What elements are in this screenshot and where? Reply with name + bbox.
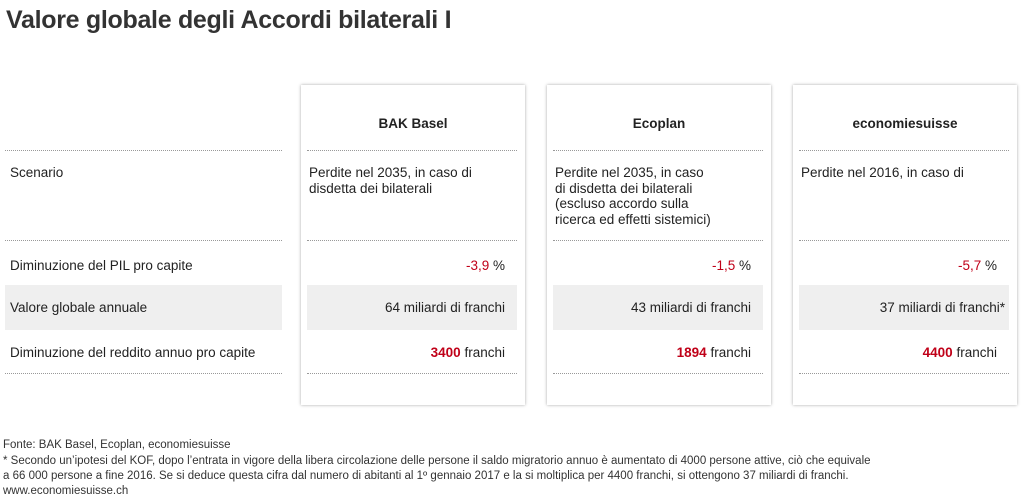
scenario-line: disdetta dei bilaterali [309, 180, 433, 196]
divider [799, 373, 1009, 374]
scenario-line: Perdite nel 2035, in caso [555, 165, 704, 180]
valore-value: 37 miliardi di franchi* [879, 300, 1005, 315]
pil-unit: % [492, 258, 505, 273]
column-header: BAK Basel [378, 116, 448, 131]
divider [553, 150, 763, 151]
divider [553, 240, 763, 241]
reddito-cell: 3400 franchi [431, 345, 505, 360]
row-band [799, 285, 1009, 330]
row-label: Valore globale annuale [10, 300, 148, 315]
divider [307, 373, 517, 374]
pil-value: -1,5 [711, 258, 736, 273]
row-label: Diminuzione del PIL pro capite [10, 258, 193, 273]
scenario-line: di disdetta dei bilaterali [555, 180, 693, 196]
reddito-cell: 4400 franchi [923, 345, 997, 360]
divider [5, 240, 282, 241]
card: BAK Basel Perdite nel 2035, in caso di dis… [301, 85, 525, 405]
scenario-line: Perdite nel 2035, in caso di [309, 165, 472, 180]
pil-value: -3,9 [465, 258, 490, 273]
row-band [553, 285, 763, 330]
scenario-line: ricerca ed effetti sistemici) [555, 211, 711, 227]
divider [553, 373, 763, 374]
valore-value: 64 miliardi di franchi [384, 300, 505, 315]
column-header: economiesuisse [852, 116, 958, 131]
scenario-line: (escluso accordo sulla [555, 196, 689, 211]
pil-unit: % [738, 258, 751, 273]
pil-unit: % [984, 258, 997, 273]
scenario: Perdite nel 2035, in caso di disdetta dei… [555, 165, 711, 227]
reddito-unit: franchi [956, 345, 997, 360]
row-band [5, 285, 282, 330]
divider [5, 150, 282, 151]
reddito-value: 4400 [922, 345, 953, 360]
scenario-line: Perdite nel 2016, in caso di [801, 165, 964, 180]
source: Fonte: BAK Basel, Ecoplan, economiesuiss… [3, 439, 231, 451]
card: economiesuisse Perdite nel 2016, in caso … [793, 85, 1017, 405]
url: www.economiesuisse.ch [3, 485, 129, 497]
scenario: Perdite nel 2035, in caso di disdetta dei… [309, 165, 472, 196]
divider [5, 373, 282, 374]
reddito-value: 3400 [430, 345, 461, 360]
column-header: Ecoplan [632, 116, 686, 131]
reddito-value: 1894 [676, 345, 707, 360]
pil-cell: -5,7 % [958, 258, 997, 273]
row-label: Diminuzione del reddito annuo pro capite [10, 345, 256, 360]
pil-value: -5,7 [957, 258, 982, 273]
pil-cell: -1,5 % [712, 258, 751, 273]
note: a 66 000 persone a fine 2016. Se si dedu… [3, 470, 849, 482]
scenario: Perdite nel 2016, in caso di [801, 165, 964, 181]
row-label: Scenario [10, 165, 64, 180]
row-band [307, 285, 517, 330]
reddito-unit: franchi [464, 345, 505, 360]
title: Valore globale degli Accordi bilaterali … [6, 6, 452, 34]
valore-value: 43 miliardi di franchi [630, 300, 751, 315]
pil-cell: -3,9 % [466, 258, 505, 273]
divider [799, 150, 1009, 151]
divider [307, 240, 517, 241]
divider [307, 150, 517, 151]
note: * Secondo un’ipotesi del KOF, dopo l’ent… [3, 455, 871, 467]
card: Ecoplan Perdite nel 2035, in caso di disde… [547, 85, 771, 405]
reddito-unit: franchi [710, 345, 751, 360]
divider [799, 240, 1009, 241]
reddito-cell: 1894 franchi [677, 345, 751, 360]
